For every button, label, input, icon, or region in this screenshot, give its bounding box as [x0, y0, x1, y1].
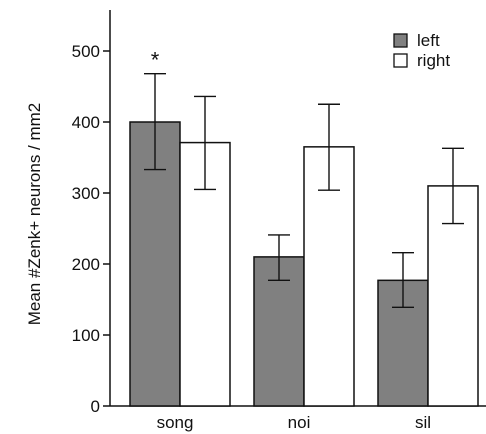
x-tick-label-noi: noi: [288, 413, 311, 432]
y-tick-label: 500: [72, 42, 100, 61]
bar-noi-right: [303, 146, 355, 407]
error-bar-noi-right: [318, 103, 340, 191]
error-bar-sil-right: [442, 147, 464, 225]
x-tick-label-song: song: [157, 413, 194, 432]
error-bar-sil-left: [392, 251, 414, 309]
annotations: *: [151, 48, 160, 73]
y-tick-label: 0: [91, 397, 100, 416]
y-axis-ticks: 0 100 200 300 400 500: [72, 42, 110, 416]
x-axis-ticks: song noi sil: [157, 413, 431, 432]
error-bars: [144, 73, 464, 309]
y-tick-label: 400: [72, 113, 100, 132]
y-axis-title: Mean #Zenk+ neurons / mm2: [25, 103, 44, 326]
y-tick-label: 100: [72, 326, 100, 345]
y-tick-label: 200: [72, 255, 100, 274]
error-bar-song-right: [194, 95, 216, 191]
error-bar-song-left: [144, 73, 166, 171]
legend-label-left: left: [417, 31, 440, 50]
bars: [129, 121, 479, 407]
legend-swatch-right: [393, 53, 408, 68]
error-bar-noi-left: [268, 234, 290, 282]
legend-label-right: right: [417, 51, 450, 70]
significance-marker: *: [151, 48, 160, 73]
legend-swatch-left: [393, 33, 408, 48]
y-tick-label: 300: [72, 184, 100, 203]
x-tick-label-sil: sil: [415, 413, 431, 432]
